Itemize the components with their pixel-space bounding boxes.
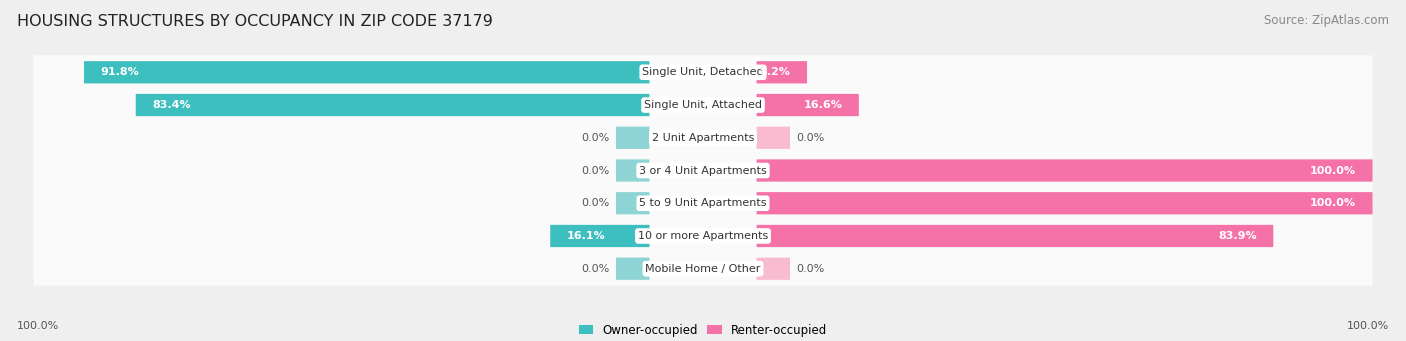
FancyBboxPatch shape bbox=[34, 153, 1372, 188]
Text: 10 or more Apartments: 10 or more Apartments bbox=[638, 231, 768, 241]
Text: 83.4%: 83.4% bbox=[152, 100, 191, 110]
Text: 2 Unit Apartments: 2 Unit Apartments bbox=[652, 133, 754, 143]
Text: 100.0%: 100.0% bbox=[17, 321, 59, 331]
Text: HOUSING STRUCTURES BY OCCUPANCY IN ZIP CODE 37179: HOUSING STRUCTURES BY OCCUPANCY IN ZIP C… bbox=[17, 14, 492, 29]
Text: 100.0%: 100.0% bbox=[1310, 198, 1355, 208]
FancyBboxPatch shape bbox=[136, 94, 650, 116]
Text: 0.0%: 0.0% bbox=[797, 264, 825, 274]
FancyBboxPatch shape bbox=[756, 127, 790, 149]
Text: 0.0%: 0.0% bbox=[581, 133, 609, 143]
FancyBboxPatch shape bbox=[616, 257, 650, 280]
FancyBboxPatch shape bbox=[34, 252, 1372, 286]
FancyBboxPatch shape bbox=[756, 257, 790, 280]
Text: 100.0%: 100.0% bbox=[1347, 321, 1389, 331]
FancyBboxPatch shape bbox=[616, 192, 650, 214]
FancyBboxPatch shape bbox=[34, 121, 1372, 155]
Text: 83.9%: 83.9% bbox=[1218, 231, 1257, 241]
FancyBboxPatch shape bbox=[84, 61, 650, 84]
FancyBboxPatch shape bbox=[756, 159, 1372, 182]
Text: 0.0%: 0.0% bbox=[581, 198, 609, 208]
FancyBboxPatch shape bbox=[756, 192, 1372, 214]
Text: Mobile Home / Other: Mobile Home / Other bbox=[645, 264, 761, 274]
Text: 3 or 4 Unit Apartments: 3 or 4 Unit Apartments bbox=[640, 165, 766, 176]
Text: 16.1%: 16.1% bbox=[567, 231, 606, 241]
Text: 0.0%: 0.0% bbox=[581, 264, 609, 274]
Text: Single Unit, Attached: Single Unit, Attached bbox=[644, 100, 762, 110]
Text: 5 to 9 Unit Apartments: 5 to 9 Unit Apartments bbox=[640, 198, 766, 208]
Text: 91.8%: 91.8% bbox=[101, 67, 139, 77]
FancyBboxPatch shape bbox=[34, 88, 1372, 122]
FancyBboxPatch shape bbox=[756, 94, 859, 116]
FancyBboxPatch shape bbox=[34, 186, 1372, 220]
Text: Source: ZipAtlas.com: Source: ZipAtlas.com bbox=[1264, 14, 1389, 27]
FancyBboxPatch shape bbox=[616, 159, 650, 182]
Text: 100.0%: 100.0% bbox=[1310, 165, 1355, 176]
FancyBboxPatch shape bbox=[550, 225, 650, 247]
Text: 0.0%: 0.0% bbox=[797, 133, 825, 143]
FancyBboxPatch shape bbox=[616, 127, 650, 149]
FancyBboxPatch shape bbox=[34, 55, 1372, 89]
Text: 0.0%: 0.0% bbox=[581, 165, 609, 176]
Text: 16.6%: 16.6% bbox=[803, 100, 842, 110]
FancyBboxPatch shape bbox=[756, 225, 1274, 247]
Legend: Owner-occupied, Renter-occupied: Owner-occupied, Renter-occupied bbox=[574, 319, 832, 341]
Text: Single Unit, Detached: Single Unit, Detached bbox=[643, 67, 763, 77]
FancyBboxPatch shape bbox=[756, 61, 807, 84]
FancyBboxPatch shape bbox=[34, 219, 1372, 253]
Text: 8.2%: 8.2% bbox=[759, 67, 790, 77]
